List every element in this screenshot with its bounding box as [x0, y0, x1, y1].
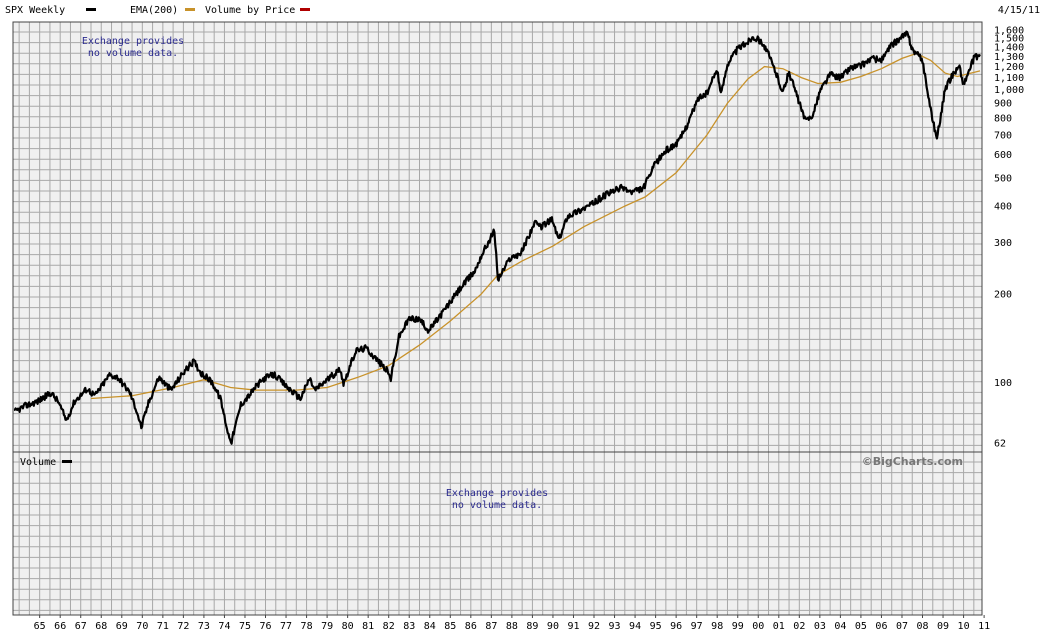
- price-note-line1: Exchange provides: [82, 36, 184, 47]
- y-tick-label: 1,100: [994, 73, 1024, 84]
- x-tick-label: 71: [157, 621, 169, 632]
- x-tick-label: 90: [547, 621, 559, 632]
- y-tick-label: 700: [994, 131, 1012, 142]
- x-tick-label: 80: [342, 621, 354, 632]
- x-tick-label: 81: [362, 621, 374, 632]
- x-tick-label: 74: [218, 621, 230, 632]
- x-tick-label: 68: [95, 621, 107, 632]
- x-tick-label: 78: [301, 621, 313, 632]
- y-tick-label: 62: [994, 439, 1006, 450]
- x-tick-label: 11: [978, 621, 990, 632]
- y-tick-label: 1,500: [994, 34, 1024, 45]
- volume-panel: [12, 451, 983, 616]
- x-tick-label: 76: [259, 621, 271, 632]
- x-tick-label: 96: [670, 621, 682, 632]
- x-tick-label: 85: [444, 621, 456, 632]
- y-tick-label: 800: [994, 114, 1012, 125]
- x-tick-label: 83: [403, 621, 415, 632]
- x-tick-label: 87: [485, 621, 497, 632]
- y-tick-label: 1,000: [994, 85, 1024, 96]
- x-tick-label: 08: [916, 621, 928, 632]
- y-tick-label: 300: [994, 238, 1012, 249]
- y-tick-label: 200: [994, 290, 1012, 301]
- volume-label: Volume: [20, 457, 56, 468]
- x-tick-label: 09: [937, 621, 949, 632]
- x-tick-label: 84: [424, 621, 436, 632]
- x-tick-label: 92: [588, 621, 600, 632]
- price-panel: [12, 21, 983, 453]
- x-tick-label: 06: [875, 621, 887, 632]
- chart-date: 4/15/11: [998, 5, 1040, 16]
- x-tick-label: 79: [321, 621, 333, 632]
- x-tick-label: 77: [280, 621, 292, 632]
- x-tick-label: 88: [506, 621, 518, 632]
- x-tick-label: 10: [958, 621, 970, 632]
- volume-grid: [13, 452, 982, 615]
- y-tick-label: 400: [994, 202, 1012, 213]
- y-tick-label: 1,600: [994, 26, 1024, 37]
- x-tick-label: 65: [34, 621, 46, 632]
- volume-note-line1: Exchange provides: [446, 488, 548, 499]
- y-tick-label: 600: [994, 150, 1012, 161]
- x-tick-label: 93: [609, 621, 621, 632]
- price-grid: [13, 22, 982, 452]
- x-tick-label: 82: [383, 621, 395, 632]
- x-tick-label: 00: [752, 621, 764, 632]
- x-tick-label: 86: [465, 621, 477, 632]
- legend-ema-label: EMA(200): [130, 5, 178, 16]
- x-tick-label: 05: [855, 621, 867, 632]
- x-tick-label: 04: [834, 621, 846, 632]
- volume-swatch: [62, 460, 72, 463]
- x-tick-label: 73: [198, 621, 210, 632]
- price-panel-border: [12, 21, 983, 453]
- x-tick-label: 75: [239, 621, 251, 632]
- legend-vbp-label: Volume by Price: [205, 5, 295, 16]
- copyright: ©BigCharts.com: [862, 455, 963, 468]
- x-tick-label: 97: [691, 621, 703, 632]
- x-axis: 65 66 67 68 69 70 71 72 73 74 75 76 77 78 79 80 81 82 83 84…: [34, 615, 990, 632]
- x-tick-label: 94: [629, 621, 641, 632]
- x-tick-label: 99: [732, 621, 744, 632]
- x-tick-label: 91: [567, 621, 579, 632]
- legend-ema-swatch: [185, 8, 195, 11]
- y-tick-label: 100: [994, 378, 1012, 389]
- y-tick-label: 500: [994, 173, 1012, 184]
- x-tick-label: 66: [54, 621, 66, 632]
- x-tick-label: 89: [526, 621, 538, 632]
- x-tick-label: 07: [896, 621, 908, 632]
- x-tick-label: 02: [793, 621, 805, 632]
- x-tick-label: 70: [136, 621, 148, 632]
- x-tick-label: 69: [116, 621, 128, 632]
- series-line-spx: [13, 30, 981, 445]
- volume-note-line2: no volume data.: [452, 500, 542, 511]
- x-tick-label: 01: [773, 621, 785, 632]
- price-note-line2: no volume data.: [88, 48, 178, 59]
- x-tick-label: 67: [75, 621, 87, 632]
- x-tick-label: 72: [177, 621, 189, 632]
- y-tick-label: 900: [994, 99, 1012, 110]
- y-tick-label: 1,300: [994, 52, 1024, 63]
- y-tick-label: 1,400: [994, 42, 1024, 53]
- y-tick-label: 1,200: [994, 62, 1024, 73]
- x-tick-label: 03: [814, 621, 826, 632]
- series-layer: [13, 30, 981, 445]
- legend-price-label: SPX Weekly: [5, 5, 65, 16]
- x-tick-label: 95: [650, 621, 662, 632]
- x-tick-label: 98: [711, 621, 723, 632]
- legend-vbp-swatch: [300, 8, 310, 11]
- legend-price-swatch: [86, 8, 96, 11]
